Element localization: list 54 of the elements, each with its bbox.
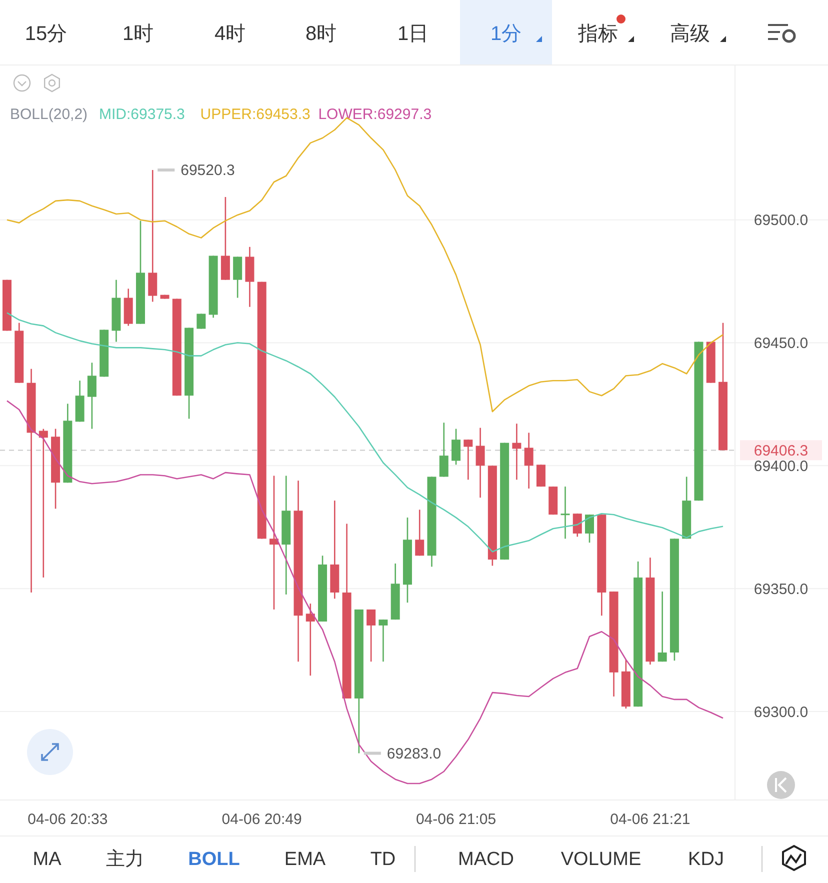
annotation: 69283.0 bbox=[386, 746, 442, 763]
text: MID:69375.3 bbox=[99, 106, 185, 123]
text: 4时 bbox=[214, 23, 246, 45]
y-tick-label: 69350.0 bbox=[754, 580, 808, 598]
text: BOLL bbox=[188, 849, 240, 870]
y-tick-label: 69500.0 bbox=[754, 212, 808, 230]
text: EMA bbox=[284, 849, 326, 870]
text: 8时 bbox=[305, 23, 337, 45]
text: 主力 bbox=[106, 848, 144, 870]
candlestick bbox=[148, 169, 158, 302]
text: 1分 bbox=[490, 23, 522, 45]
candlestick bbox=[439, 422, 448, 478]
text: 1日 bbox=[397, 23, 429, 45]
text: 15分 bbox=[24, 23, 68, 45]
text: 高级 bbox=[670, 22, 710, 45]
text: TD bbox=[370, 849, 396, 870]
candlestick bbox=[536, 464, 546, 488]
text: VOLUME bbox=[560, 849, 642, 870]
candlestick bbox=[658, 590, 667, 662]
text: 1时 bbox=[122, 23, 154, 45]
candlestick bbox=[560, 486, 570, 540]
y-tick-label: 69450.0 bbox=[754, 335, 808, 352]
text: MACD bbox=[458, 849, 514, 870]
candlestick bbox=[233, 256, 242, 298]
x-tick-label: 04-06 20:33 bbox=[28, 811, 108, 828]
candlestick bbox=[378, 618, 388, 662]
text: LOWER:69297.3 bbox=[318, 106, 432, 123]
candlestick bbox=[512, 423, 522, 480]
candlestick bbox=[464, 438, 473, 480]
x-tick-label: 04-06 21:21 bbox=[610, 811, 690, 828]
candlestick bbox=[572, 512, 582, 538]
x-tick-label: 04-06 20:49 bbox=[222, 811, 302, 828]
candlestick bbox=[524, 432, 534, 490]
candlestick bbox=[585, 514, 594, 544]
x-tick-label: 04-06 21:05 bbox=[416, 811, 496, 828]
annotation: 69520.3 bbox=[180, 162, 235, 180]
text: 指标 bbox=[577, 23, 618, 45]
line-series bbox=[6, 312, 724, 552]
text: MA bbox=[32, 849, 62, 870]
candlestick bbox=[476, 427, 485, 498]
y-tick-label: 69300.0 bbox=[754, 704, 808, 721]
y-tick-label: 69400.0 bbox=[754, 458, 808, 475]
candlestick bbox=[452, 428, 461, 466]
candlestick bbox=[87, 362, 96, 430]
series-label: UPPER:69453.3 bbox=[200, 106, 310, 123]
candlestick bbox=[196, 313, 206, 330]
candlestick bbox=[269, 475, 278, 610]
candlestick bbox=[366, 608, 376, 662]
ref-line-label: 69406.3 bbox=[754, 442, 808, 460]
text: KDJ bbox=[688, 849, 724, 870]
candlestick bbox=[306, 602, 315, 676]
legend-title: BOLL(20,2) bbox=[10, 106, 88, 123]
candlestick bbox=[415, 509, 424, 556]
line-series bbox=[6, 400, 724, 784]
